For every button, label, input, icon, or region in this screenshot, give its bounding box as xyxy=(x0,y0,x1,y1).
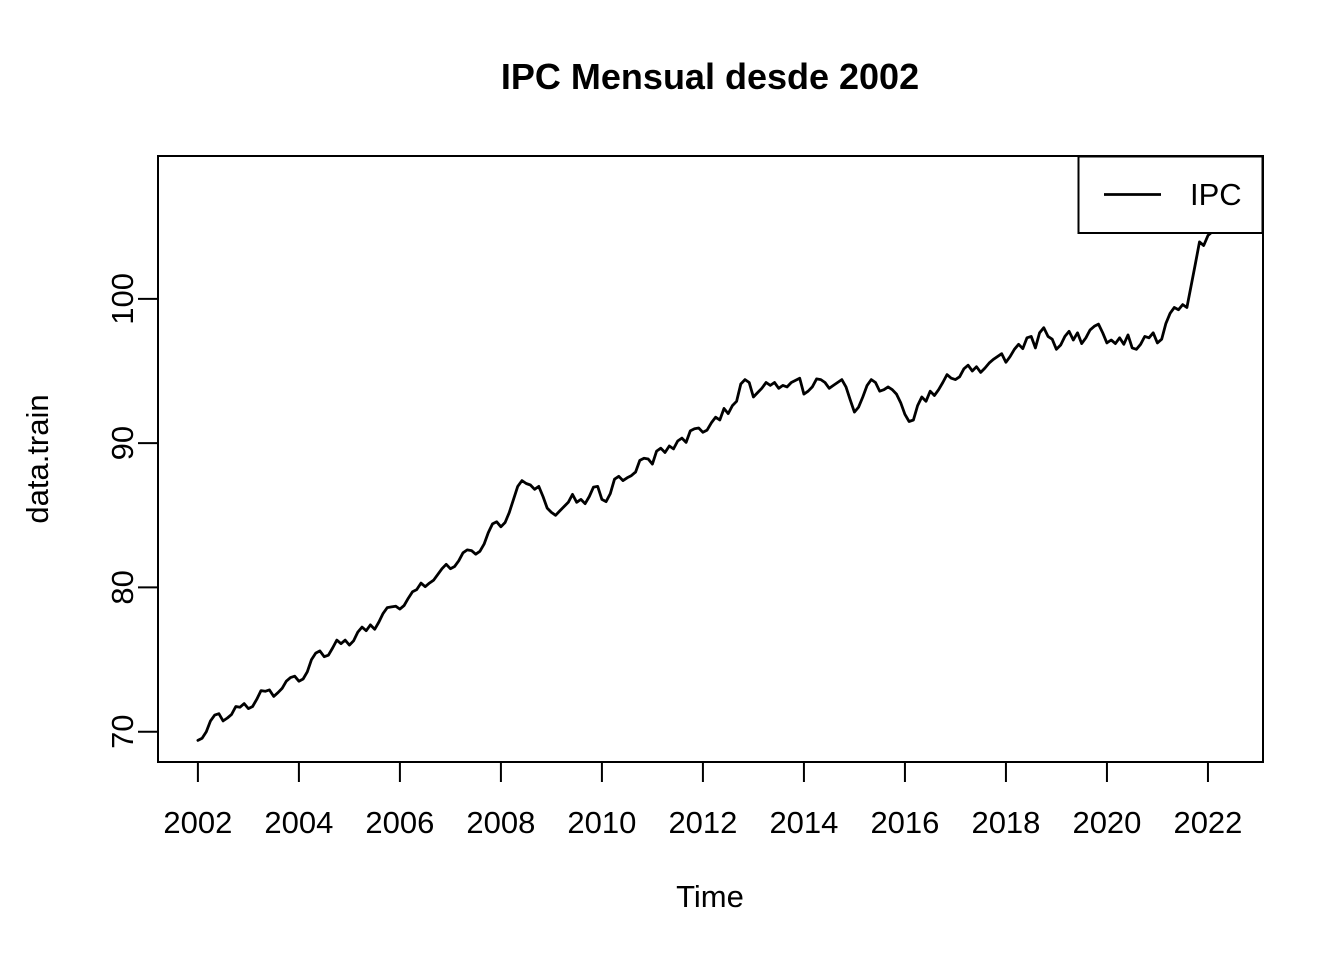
legend-label: IPC xyxy=(1190,177,1242,212)
x-tick-label: 2006 xyxy=(365,805,434,840)
x-tick-label: 2012 xyxy=(668,805,737,840)
chart-title: IPC Mensual desde 2002 xyxy=(501,56,919,97)
legend: IPC xyxy=(1077,155,1264,234)
x-axis-ticks: 2002 2004 2006 2008 2010 2012 2014 2016 2018 2020… xyxy=(163,762,1242,840)
x-tick-label: 2020 xyxy=(1072,805,1141,840)
series-line-ipc xyxy=(196,207,1218,742)
y-axis-ticks: 70 80 90 100 xyxy=(105,273,158,749)
y-tick-label: 100 xyxy=(105,273,140,325)
y-tick-label: 90 xyxy=(105,426,140,460)
x-tick-label: 2002 xyxy=(163,805,232,840)
x-tick-label: 2022 xyxy=(1173,805,1242,840)
x-axis-label: Time xyxy=(676,879,744,914)
y-tick-label: 70 xyxy=(105,714,140,748)
y-tick-label: 80 xyxy=(105,570,140,604)
plot-border xyxy=(157,155,1264,763)
x-tick-label: 2016 xyxy=(870,805,939,840)
x-tick-label: 2008 xyxy=(466,805,535,840)
x-tick-label: 2004 xyxy=(264,805,333,840)
x-tick-label: 2010 xyxy=(567,805,636,840)
x-tick-label: 2018 xyxy=(971,805,1040,840)
x-tick-label: 2014 xyxy=(769,805,838,840)
y-axis-label: data.train xyxy=(20,394,55,523)
